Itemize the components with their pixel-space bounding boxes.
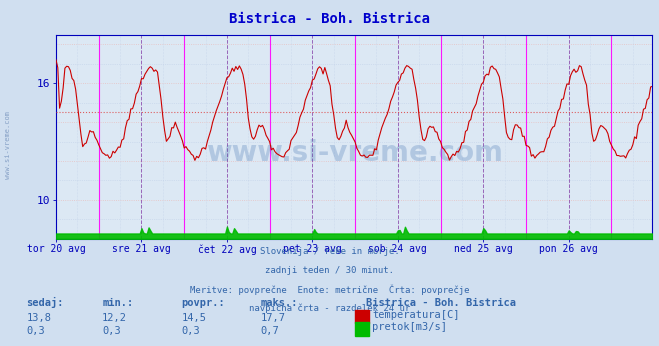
Text: 17,7: 17,7 (260, 313, 285, 323)
Text: temperatura[C]: temperatura[C] (372, 310, 460, 320)
Text: Slovenija / reke in morje.: Slovenija / reke in morje. (260, 247, 399, 256)
Text: povpr.:: povpr.: (181, 298, 225, 308)
Text: 0,7: 0,7 (260, 326, 279, 336)
Text: min.:: min.: (102, 298, 133, 308)
Text: zadnji teden / 30 minut.: zadnji teden / 30 minut. (265, 266, 394, 275)
Text: sedaj:: sedaj: (26, 297, 64, 308)
Text: 13,8: 13,8 (26, 313, 51, 323)
Text: 14,5: 14,5 (181, 313, 206, 323)
Text: navpična črta - razdelek 24 ur: navpična črta - razdelek 24 ur (249, 303, 410, 313)
Text: Bistrica - Boh. Bistrica: Bistrica - Boh. Bistrica (229, 12, 430, 26)
Text: 0,3: 0,3 (26, 326, 45, 336)
Text: pretok[m3/s]: pretok[m3/s] (372, 322, 447, 333)
Text: Meritve: povprečne  Enote: metrične  Črta: povprečje: Meritve: povprečne Enote: metrične Črta:… (190, 285, 469, 295)
Text: 0,3: 0,3 (102, 326, 121, 336)
Text: 0,3: 0,3 (181, 326, 200, 336)
Text: Bistrica - Boh. Bistrica: Bistrica - Boh. Bistrica (366, 298, 516, 308)
Text: maks.:: maks.: (260, 298, 298, 308)
Text: www.si-vreme.com: www.si-vreme.com (5, 111, 11, 179)
Text: www.si-vreme.com: www.si-vreme.com (206, 139, 503, 167)
Text: 12,2: 12,2 (102, 313, 127, 323)
